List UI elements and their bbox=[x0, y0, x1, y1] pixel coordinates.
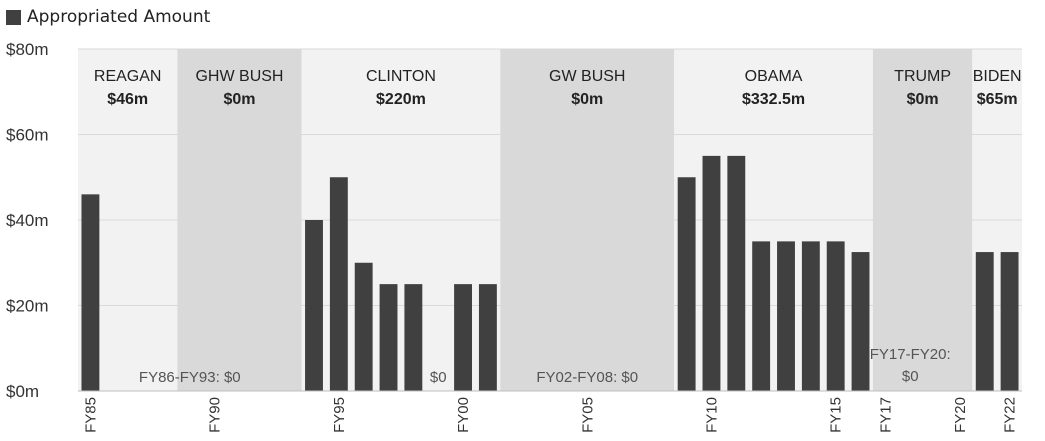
administration-total: $332.5m bbox=[742, 91, 805, 108]
bar bbox=[851, 252, 870, 391]
x-tick-label: FY95 bbox=[331, 397, 348, 433]
legend-label: Appropriated Amount bbox=[27, 7, 211, 27]
y-tick-label: $20m bbox=[6, 297, 49, 316]
annotation: FY86-FY93: $0 bbox=[139, 369, 241, 386]
bar bbox=[1000, 252, 1019, 391]
bar bbox=[975, 252, 994, 391]
bar bbox=[354, 262, 373, 391]
administration-name: TRUMP bbox=[894, 68, 951, 85]
bar bbox=[727, 155, 746, 391]
x-tick-label: FY85 bbox=[82, 397, 99, 433]
administration-name: BIDEN bbox=[973, 68, 1022, 85]
y-tick-label: $60m bbox=[6, 126, 49, 145]
administration-name: CLINTON bbox=[366, 68, 436, 85]
annotation: $0 bbox=[430, 369, 447, 386]
x-tick-label: FY05 bbox=[579, 397, 596, 433]
bar bbox=[478, 284, 497, 391]
y-tick-label: $40m bbox=[6, 211, 49, 230]
annotation: FY17-FY20: $0 bbox=[870, 346, 951, 385]
administration-total: $46m bbox=[107, 91, 148, 108]
administration-name: GW BUSH bbox=[549, 68, 625, 85]
bar bbox=[777, 241, 795, 391]
bar bbox=[752, 241, 771, 391]
administration-total: $0m bbox=[571, 91, 603, 108]
x-tick-label: FY22 bbox=[1002, 397, 1019, 433]
x-tick-label: FY15 bbox=[828, 397, 845, 433]
bar bbox=[801, 241, 820, 391]
administration-total: $65m bbox=[977, 91, 1018, 108]
administration-total: $220m bbox=[376, 91, 426, 108]
annotation: FY02-FY08: $0 bbox=[536, 369, 638, 386]
administration-name: GHW BUSH bbox=[195, 68, 283, 85]
administration-name: OBAMA bbox=[745, 68, 803, 85]
x-tick-label: FY20 bbox=[952, 397, 969, 433]
bar bbox=[702, 155, 721, 391]
bar bbox=[404, 284, 423, 391]
x-tick-label: FY10 bbox=[703, 397, 720, 433]
bar bbox=[677, 177, 696, 391]
legend-swatch bbox=[6, 9, 21, 25]
y-tick-label: $80m bbox=[6, 40, 49, 59]
y-tick-label: $0m bbox=[6, 382, 39, 401]
x-tick-label: FY90 bbox=[207, 397, 224, 433]
legend: Appropriated Amount bbox=[6, 6, 210, 28]
x-tick-label: FY00 bbox=[455, 397, 472, 433]
bar bbox=[81, 194, 100, 391]
bar bbox=[454, 284, 472, 391]
bar bbox=[329, 177, 348, 391]
bar bbox=[379, 284, 398, 391]
administration-total: $0m bbox=[223, 91, 255, 108]
administration-total: $0m bbox=[907, 91, 939, 108]
bar bbox=[305, 220, 323, 391]
bar bbox=[826, 241, 845, 391]
x-tick-label: FY17 bbox=[877, 397, 894, 433]
administration-name: REAGAN bbox=[94, 68, 162, 85]
